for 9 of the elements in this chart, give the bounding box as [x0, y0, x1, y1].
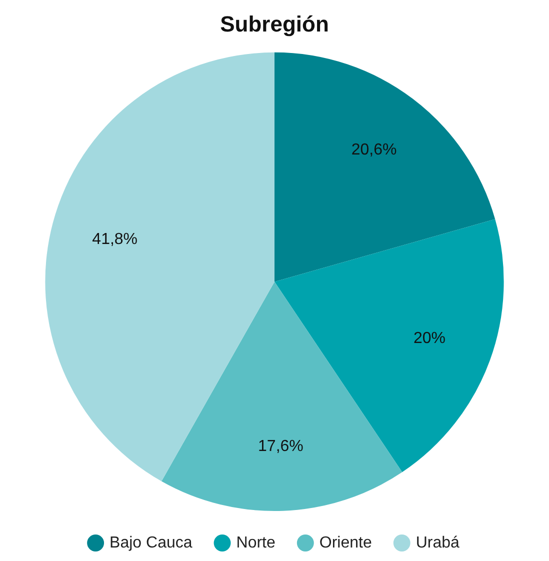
legend-label: Norte	[236, 534, 276, 552]
chart-title: Subregión	[220, 11, 329, 36]
data-label: 17,6%	[258, 438, 304, 456]
data-label: 20,6%	[351, 141, 397, 158]
legend-label: Urabá	[416, 534, 460, 552]
legend-label: Oriente	[319, 534, 372, 552]
data-label: 41,8%	[92, 231, 138, 248]
legend-label: Bajo Cauca	[110, 534, 192, 552]
data-label: 20%	[413, 330, 446, 348]
